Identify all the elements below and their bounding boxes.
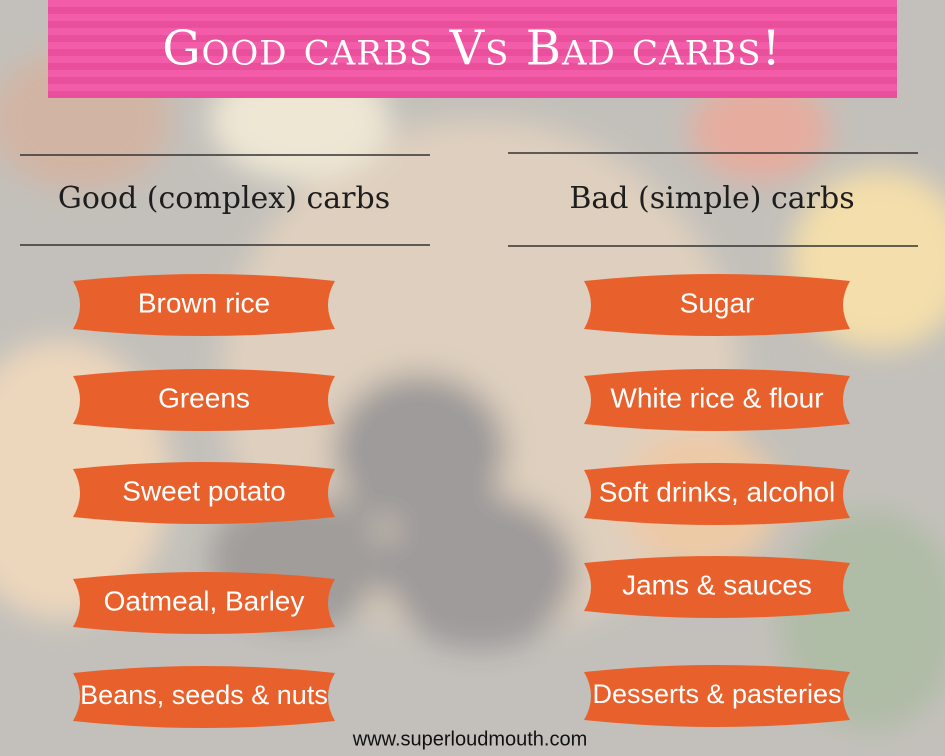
item-label: Brown rice bbox=[138, 287, 270, 318]
item-badge bbox=[73, 462, 335, 524]
item-label: Beans, seeds & nuts bbox=[80, 680, 328, 710]
item-badge bbox=[73, 572, 335, 634]
item-label: Greens bbox=[158, 382, 250, 413]
footer-url: www.superloudmouth.com bbox=[352, 728, 588, 750]
item-label: Sugar bbox=[680, 287, 755, 318]
item-badge bbox=[584, 369, 850, 431]
item-label: Soft drinks, alcohol bbox=[599, 476, 836, 507]
column-heading: Bad (simple) carbs bbox=[569, 181, 854, 216]
item-badge bbox=[584, 665, 850, 727]
column-heading: Good (complex) carbs bbox=[58, 181, 390, 216]
item-badge bbox=[584, 556, 850, 618]
item-label: Sweet potato bbox=[122, 475, 285, 506]
item-badge bbox=[584, 463, 850, 525]
item-badge bbox=[584, 274, 850, 336]
title: Good carbs Vs Bad carbs! bbox=[162, 21, 782, 77]
columns: Good (complex) carbs Brown rice Greens Swee… bbox=[20, 152, 918, 728]
item-label: Desserts & pasteries bbox=[592, 679, 841, 709]
title-banner: Good carbs Vs Bad carbs! bbox=[48, 0, 897, 98]
item-label: Jams & sauces bbox=[622, 569, 812, 600]
item-label: Oatmeal, Barley bbox=[104, 585, 305, 616]
item-badge bbox=[73, 369, 335, 431]
item-label: White rice & flour bbox=[610, 382, 823, 413]
item-badge bbox=[73, 666, 335, 728]
item-badge bbox=[73, 274, 335, 336]
